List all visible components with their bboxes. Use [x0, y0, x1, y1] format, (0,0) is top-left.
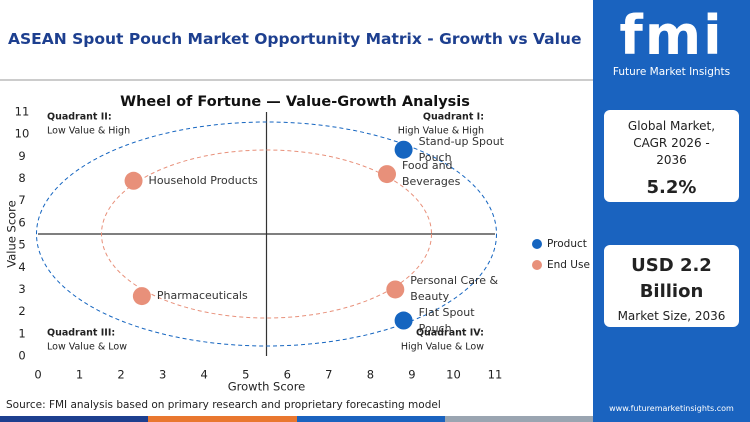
y-tick-label: 1 [18, 326, 25, 340]
outer-ring [36, 121, 497, 347]
y-axis-title: Value Score [5, 200, 19, 267]
x-tick-label: 5 [242, 368, 249, 382]
brand-logo: fmi [619, 4, 724, 67]
cagr-card: Global Market, CAGR 2026 - 2036 5.2% [604, 110, 739, 202]
quadrant-label: High Value & High [398, 126, 484, 137]
x-tick-label: 8 [367, 368, 374, 382]
sidebar: fmi Future Market Insights Global Market… [593, 0, 750, 422]
quadrant-name: Quadrant IV: [416, 328, 484, 339]
quadrant-name: Quadrant II: [47, 112, 112, 123]
data-point [394, 140, 413, 159]
quadrant-label: Low Value & Low [47, 342, 127, 353]
x-tick-label: 2 [117, 368, 124, 382]
y-tick-label: 7 [18, 193, 25, 207]
x-tick-label: 0 [34, 368, 41, 382]
x-tick-label: 7 [325, 368, 332, 382]
website: www.futuremarketinsights.com [609, 404, 734, 413]
x-tick-label: 11 [488, 368, 503, 382]
y-tick-label: 4 [18, 260, 25, 274]
y-tick-label: 9 [18, 149, 25, 163]
cagr-value: 5.2% [646, 177, 697, 198]
point-label: Stand-up Spout Pouch [418, 134, 504, 164]
y-tick-label: 11 [15, 105, 30, 119]
x-tick-label: 4 [201, 368, 208, 382]
x-axis-title: Growth Score [228, 380, 306, 394]
legend-label: Product [547, 238, 587, 250]
legend-marker [532, 239, 542, 249]
size-value: USD 2.2 Billion [631, 255, 712, 302]
cagr-label: Global Market, CAGR 2026 - 2036 [627, 119, 716, 167]
quadrant-name: Quadrant I: [423, 112, 484, 123]
point-label: Pharmaceuticals [156, 289, 248, 303]
data-point [124, 171, 143, 190]
brand-name: Future Market Insights [612, 66, 731, 78]
y-tick-label: 6 [18, 215, 25, 229]
data-point [386, 280, 405, 299]
source: Source: FMI analysis based on primary re… [6, 399, 441, 411]
page-title: ASEAN Spout Pouch Market Opportunity Mat… [8, 30, 582, 48]
y-tick-label: 2 [18, 304, 25, 318]
y-tick-label: 10 [15, 127, 30, 141]
x-tick-label: 3 [159, 368, 166, 382]
inner-ring [101, 149, 432, 319]
quadrant-name: Quadrant III: [47, 328, 115, 339]
chart-title: Wheel of Fortune — Value-Growth Analysis [120, 94, 470, 110]
point-label: Household Products [148, 173, 258, 187]
size-card: USD 2.2 Billion Market Size, 2036 [604, 245, 739, 327]
y-tick-label: 8 [18, 171, 25, 185]
legend-label: End Use [547, 259, 590, 271]
x-tick-label: 9 [408, 368, 415, 382]
point-label: Food and Beverages [401, 159, 461, 189]
quadrant-label: High Value & Low [401, 342, 484, 353]
point-label: Personal Care & Beauty [410, 274, 499, 304]
size-label: Market Size, 2036 [617, 309, 726, 323]
data-point [377, 165, 396, 184]
y-tick-label: 5 [18, 238, 25, 252]
x-tick-label: 1 [76, 368, 83, 382]
y-tick-label: 0 [18, 349, 25, 363]
point-label: Flat Spout Pouch [418, 305, 475, 335]
legend-marker [532, 260, 542, 270]
quadrant-label: Low Value & High [47, 126, 130, 137]
x-tick-label: 6 [284, 368, 291, 382]
data-point [132, 287, 151, 306]
x-tick-label: 10 [446, 368, 461, 382]
bottom-strip [0, 416, 593, 422]
data-point [394, 311, 413, 330]
y-tick-label: 3 [18, 282, 25, 296]
chart: Wheel of Fortune — Value-Growth Analysis… [0, 79, 593, 394]
